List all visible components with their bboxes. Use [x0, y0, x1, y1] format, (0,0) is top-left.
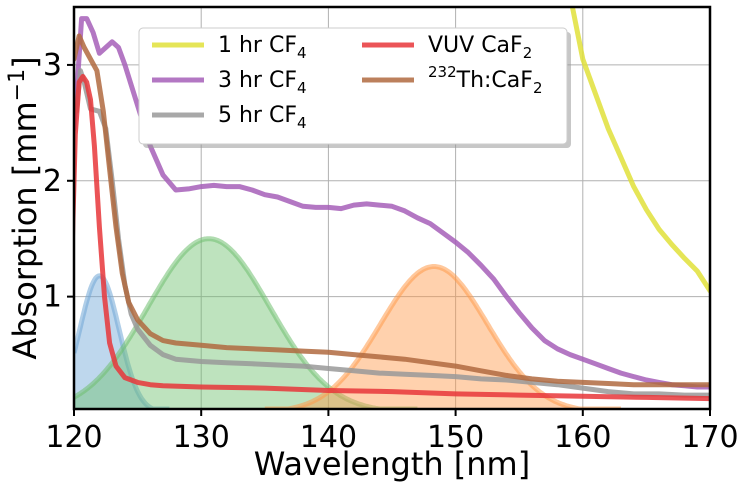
y-tick-label: 3 [43, 48, 62, 83]
series-vuv-line [74, 74, 710, 402]
series-lines [74, 7, 710, 402]
series-th-line [74, 33, 710, 388]
x-tick-label: 170 [681, 420, 738, 455]
x-axis-title: Wavelength [nm] [254, 445, 530, 483]
peak-green-edge [74, 236, 418, 409]
x-tick-label: 120 [45, 420, 102, 455]
x-tick-label: 160 [554, 420, 611, 455]
legend-box [138, 27, 568, 145]
filled-peaks [74, 236, 621, 409]
y-axis-title: Absorption [mm−1] [5, 56, 44, 359]
y-axis-ticks: 1 2 3 [43, 48, 74, 315]
x-axis-ticks: 120 130 140 150 160 170 [45, 409, 739, 455]
x-tick-label: 130 [173, 420, 230, 455]
peak-green-fill [74, 238, 418, 409]
legend: 1 hr CF4 3 hr CF4 5 hr CF4 VUV CaF2232Th:Ca… [138, 27, 571, 148]
legend-label-5hr: 5 hr CF4 [218, 103, 307, 132]
y-tick-label: 2 [43, 164, 62, 199]
series-3hr-line [74, 16, 710, 390]
peak-blue-edge [74, 273, 170, 409]
legend-label-1hr: 1 hr CF4 [218, 33, 307, 62]
legend-label-vuv: VUV CaF2 [428, 33, 532, 62]
x-tick-label: 140 [300, 420, 357, 455]
peak-orange-fill [264, 266, 621, 409]
legend-label-3hr: 3 hr CF4 [218, 68, 307, 97]
x-tick-label: 150 [427, 420, 484, 455]
peak-orange-edge [264, 264, 621, 409]
y-tick-label: 1 [43, 280, 62, 315]
series-1hr-line [569, 7, 710, 294]
legend-label-th: 232Th:CaF2 [428, 63, 542, 97]
plot-frame [72, 5, 712, 411]
